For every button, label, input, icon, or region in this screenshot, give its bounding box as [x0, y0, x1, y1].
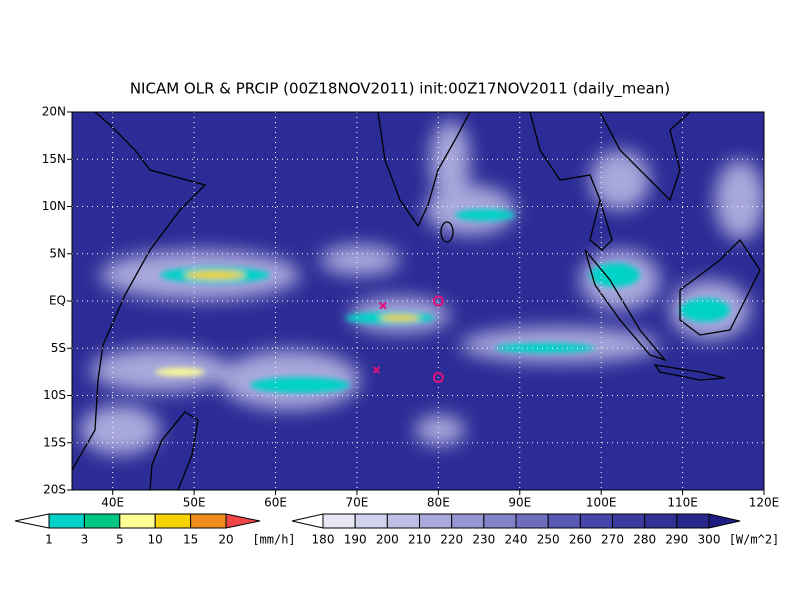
colorbar-label: 180 — [312, 533, 335, 547]
y-tick-label: 15S — [43, 435, 66, 449]
colorbar-label: 190 — [344, 533, 367, 547]
y-tick-label: EQ — [49, 294, 66, 308]
colorbar-extend-high — [225, 513, 261, 529]
colorbar-segment — [386, 513, 421, 529]
colorbar-label: 240 — [505, 533, 528, 547]
colorbar-label: 210 — [408, 533, 431, 547]
colorbar-segment — [483, 513, 517, 529]
marker-x — [372, 366, 381, 374]
marker-circle — [432, 372, 444, 384]
colorbar-segment — [644, 513, 678, 529]
colorbar-label: 260 — [569, 533, 592, 547]
x-tick-label: 100E — [586, 496, 617, 510]
x-tick-label: 40E — [101, 496, 124, 510]
y-tick-label: 10S — [43, 388, 66, 402]
x-tick-label: 110E — [667, 496, 698, 510]
colorbar-label: 290 — [665, 533, 688, 547]
colorbar-label: 3 — [81, 533, 89, 547]
colorbar-segment — [547, 513, 581, 529]
colorbar-extend-low — [14, 513, 50, 529]
colorbar-label: 10 — [148, 533, 163, 547]
colorbar-segment — [451, 513, 485, 529]
y-tick-label: 15N — [42, 152, 66, 166]
y-tick-label: 5S — [51, 341, 66, 355]
colorbar-segment — [515, 513, 549, 529]
colorbar-segment — [612, 513, 646, 529]
x-tick-label: 70E — [346, 496, 369, 510]
coastlines — [72, 112, 761, 490]
colorbar-segment — [48, 513, 85, 529]
colorbar-label: 200 — [376, 533, 399, 547]
y-tick-label: 5N — [49, 246, 66, 260]
colorbar-extend-low — [291, 513, 324, 529]
y-tick-label: 20S — [43, 483, 66, 497]
marker-x — [379, 302, 387, 310]
colorbar-segment — [83, 513, 121, 529]
cloud-field — [80, 120, 764, 455]
marker-circle — [432, 295, 444, 307]
precip-field — [155, 209, 730, 393]
colorbar-segment — [354, 513, 388, 529]
colorbar-segment — [154, 513, 192, 529]
colorbar-label: 15 — [183, 533, 198, 547]
x-tick-label: 60E — [264, 496, 287, 510]
colorbar-extend-high — [708, 513, 741, 529]
y-tick-label: 10N — [42, 199, 66, 213]
colorbar-label: 1 — [45, 533, 53, 547]
colorbar-label: 300 — [698, 533, 721, 547]
colorbar-segment — [419, 513, 453, 529]
colorbar-label: 230 — [472, 533, 495, 547]
x-tick-label: 50E — [183, 496, 206, 510]
colorbar-segment — [676, 513, 710, 529]
map-area — [72, 112, 764, 490]
colorbar-segment — [119, 513, 156, 529]
colorbar-unit: [W/m^2] — [729, 533, 780, 547]
map-title: NICAM OLR & PRCIP (00Z18NOV2011) init:00… — [130, 80, 670, 99]
x-tick-label: 80E — [427, 496, 450, 510]
colorbar-segment — [322, 513, 356, 529]
colorbar-label: 220 — [440, 533, 463, 547]
colorbar-segment — [579, 513, 613, 529]
colorbar-label: 250 — [537, 533, 560, 547]
colorbar-unit: [mm/h] — [252, 533, 295, 547]
x-tick-label: 120E — [749, 496, 780, 510]
colorbar-label: 280 — [633, 533, 656, 547]
colorbar-label: 5 — [116, 533, 124, 547]
y-tick-label: 20N — [42, 105, 66, 119]
colorbar-segment — [190, 513, 227, 529]
colorbar-label: 270 — [601, 533, 624, 547]
x-tick-label: 90E — [508, 496, 531, 510]
colorbar-label: 20 — [218, 533, 233, 547]
